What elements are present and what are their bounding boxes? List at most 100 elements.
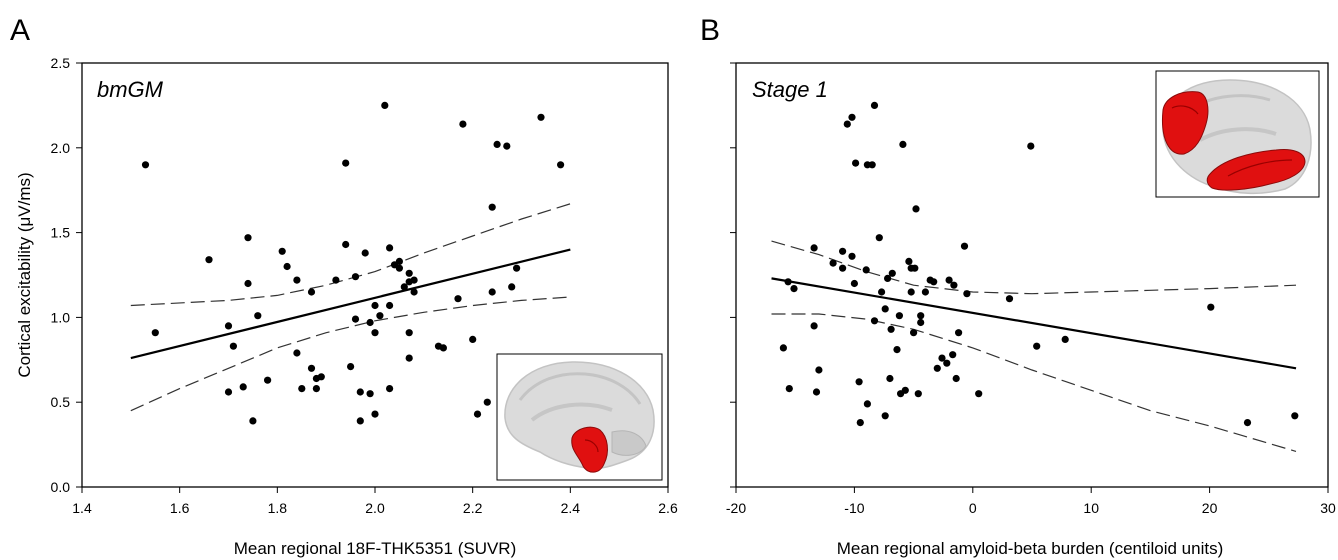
data-points-a [141,101,565,425]
brain-inset-b [1155,70,1320,198]
data-point [249,417,257,425]
data-point [907,288,915,296]
data-point [405,329,413,337]
data-point [332,276,340,284]
y-tick-label: 2.0 [51,140,71,156]
plot-frame-b [735,62,1329,488]
data-point [244,279,252,288]
panel-letter-b: B [700,14,720,47]
confidence-band-b [771,240,1297,452]
data-point [366,318,374,327]
data-point [351,273,360,281]
data-point [371,410,379,418]
confidence-band-a [130,203,571,412]
x-tick-label: 2.4 [561,500,581,516]
data-point [1033,342,1041,350]
data-point [439,344,447,352]
data-point [356,417,364,425]
data-point [1243,419,1252,427]
data-point [911,264,919,272]
data-point [884,274,892,282]
data-point [557,161,565,169]
data-point [881,412,889,420]
x-tick-label: 20 [1202,500,1218,516]
x-tick-label: 2.2 [463,500,483,516]
x-tick-label: 2.0 [365,500,385,516]
data-point [386,301,394,310]
x-ticks-a: 1.4 1.6 1.8 2.0 2.2 2.4 2.6 [72,487,678,516]
data-point [905,257,913,265]
data-point [293,276,301,284]
x-tick-label: 0 [969,500,977,516]
panel-letter-a: A [10,14,30,47]
data-point [848,252,856,260]
data-point [839,247,847,255]
y-tick-label: 1.5 [51,225,71,241]
regression-line [130,248,571,360]
data-point [278,247,286,255]
y-axis-title: Cortical excitability (μV/ms) [15,172,34,377]
data-point [785,385,793,393]
data-point [493,140,501,148]
data-point [901,386,909,394]
data-point [395,264,403,272]
data-point [917,318,925,327]
data-points-b [779,101,1299,427]
data-point [151,329,159,337]
data-point [229,342,237,350]
data-point [862,266,870,274]
data-point [283,262,291,271]
data-point [454,295,462,303]
data-point [347,363,355,371]
data-point [855,378,863,386]
fit-line-a [130,248,571,360]
data-point [141,161,150,169]
data-point [975,390,983,398]
data-point [361,249,369,257]
panel-label-a: bmGM [97,77,164,102]
y-tick-label: 0.5 [51,394,71,410]
data-point [307,364,316,372]
data-point [513,264,521,272]
y-ticks-b [730,62,736,488]
data-point [938,354,946,362]
data-point [899,140,907,148]
panel-label-b: Stage 1 [752,77,828,102]
data-point [400,283,408,291]
x-tick-label: 30 [1320,500,1336,516]
y-tick-label: 1.0 [51,309,71,325]
x-tick-label: 2.6 [658,500,678,516]
data-point [459,120,467,128]
data-point [829,259,837,267]
data-point [810,244,818,252]
x-tick-label: 1.4 [72,500,92,516]
data-point [264,376,272,384]
data-point [376,312,384,320]
ci-lower-line [130,296,571,412]
panel-b: -20 -10 0 10 20 30 Stage 1 Mean regional amyl… [726,62,1336,558]
data-point [850,279,859,288]
data-point [886,374,894,383]
data-point [963,290,971,298]
x-axis-title-b: Mean regional amyloid-beta burden (centi… [837,539,1224,558]
data-point [386,244,394,252]
data-point [469,335,477,343]
data-point [224,322,233,330]
data-point [870,317,879,325]
data-point [1027,142,1035,150]
brain-inset-a [496,353,663,481]
data-point [949,351,957,359]
x-tick-label: -10 [844,500,864,516]
x-tick-label: 1.8 [268,500,288,516]
data-point [239,383,247,391]
data-point [205,256,213,264]
data-point [893,346,901,354]
data-point [952,374,960,383]
data-point [307,288,316,296]
data-point [933,364,941,372]
data-point [852,159,860,167]
x-tick-label: 1.6 [170,500,190,516]
data-point [856,419,864,427]
data-point [810,322,818,330]
